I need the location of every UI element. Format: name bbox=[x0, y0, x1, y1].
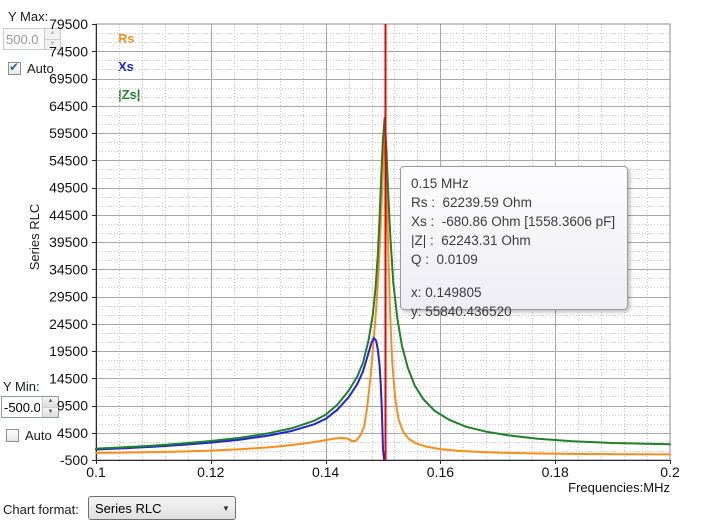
legend-item-zs: |Zs| bbox=[118, 87, 141, 102]
y-min-spin-buttons: ▲ ▼ bbox=[42, 397, 58, 417]
y-max-auto-row: Auto bbox=[8, 60, 54, 76]
y-min-auto-row: Auto bbox=[6, 428, 52, 443]
y-tick-label: 49500 bbox=[49, 180, 88, 196]
tooltip-y-coord: y: 55840.436520 bbox=[411, 304, 512, 319]
legend-item-xs: Xs bbox=[118, 59, 134, 74]
y-tick-label: 74500 bbox=[49, 43, 88, 59]
y-max-decrement-button[interactable]: ▼ bbox=[45, 39, 60, 49]
tooltip-q: Q : 0.0109 bbox=[411, 252, 478, 267]
tooltip-x-coord: x: 0.149805 bbox=[411, 285, 482, 300]
y-max-spinner[interactable]: ▲ ▼ bbox=[3, 28, 61, 50]
chart-legend: Rs Xs |Zs| bbox=[118, 31, 140, 115]
x-tick-label: 0.1 bbox=[86, 464, 106, 480]
y-tick-label: 34500 bbox=[49, 261, 88, 277]
tooltip-xs: Xs : -680.86 Ohm [1558.3606 pF] bbox=[411, 214, 616, 229]
y-tick-label: 29500 bbox=[49, 289, 88, 305]
cursor-tooltip: 0.15 MHz Rs : 62239.59 Ohm Xs : -680.86 … bbox=[400, 166, 628, 319]
y-tick-label: -500 bbox=[60, 452, 88, 468]
chart-format-dropdown[interactable]: Series RLC ▼ bbox=[88, 496, 236, 520]
y-max-increment-button[interactable]: ▲ bbox=[45, 29, 60, 40]
tooltip-rs: Rs : 62239.59 Ohm bbox=[411, 195, 532, 210]
series-path-zs bbox=[95, 116, 671, 450]
x-tick-label: 0.16 bbox=[427, 464, 454, 480]
y-max-input[interactable] bbox=[4, 29, 44, 49]
y-tick-label: 39500 bbox=[49, 234, 88, 250]
legend-item-rs: Rs bbox=[118, 31, 135, 46]
y-max-auto-label: Auto bbox=[27, 61, 54, 76]
x-tick-label: 0.14 bbox=[312, 464, 339, 480]
y-min-spinner[interactable]: ▲ ▼ bbox=[1, 396, 59, 418]
chevron-down-icon: ▼ bbox=[222, 503, 230, 513]
chart-format-value: Series RLC bbox=[95, 500, 162, 516]
y-tick-label: 24500 bbox=[49, 316, 88, 332]
y-min-auto-label: Auto bbox=[25, 428, 52, 443]
tooltip-frequency: 0.15 MHz bbox=[411, 176, 469, 191]
y-min-decrement-button[interactable]: ▼ bbox=[43, 407, 58, 417]
y-tick-label: 4500 bbox=[57, 425, 88, 441]
series-path-rs bbox=[95, 117, 671, 456]
y-max-spin-buttons: ▲ ▼ bbox=[44, 29, 60, 49]
y-tick-label: 64500 bbox=[49, 98, 88, 114]
y-max-auto-checkbox[interactable] bbox=[8, 60, 21, 75]
x-tick-label: 0.2 bbox=[660, 464, 680, 480]
y-min-increment-button[interactable]: ▲ bbox=[43, 397, 58, 408]
y-tick-label: 19500 bbox=[49, 343, 88, 359]
series-path-xs bbox=[95, 336, 386, 461]
chart-format-label: Chart format: bbox=[3, 502, 79, 517]
y-tick-label: 54500 bbox=[49, 152, 88, 168]
y-max-label: Y Max: bbox=[8, 9, 49, 24]
y-tick-label: 69500 bbox=[49, 71, 88, 87]
y-tick-label: 44500 bbox=[49, 207, 88, 223]
y-tick-label: 79500 bbox=[49, 16, 88, 32]
y-tick-label: 59500 bbox=[49, 125, 88, 141]
x-tick-label: 0.12 bbox=[197, 464, 224, 480]
y-min-input[interactable] bbox=[2, 397, 42, 417]
y-min-label: Y Min: bbox=[3, 379, 40, 394]
tooltip-z: |Z| : 62243.31 Ohm bbox=[411, 233, 531, 248]
y-tick-label: 9500 bbox=[57, 398, 88, 414]
x-axis-title: Frequencies:MHz bbox=[568, 480, 670, 495]
y-tick-label: 14500 bbox=[49, 370, 88, 386]
x-tick-label: 0.18 bbox=[542, 464, 569, 480]
y-min-auto-checkbox[interactable] bbox=[6, 429, 19, 442]
